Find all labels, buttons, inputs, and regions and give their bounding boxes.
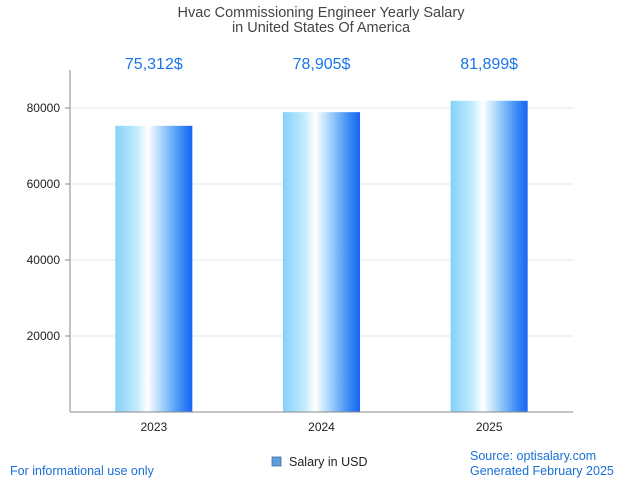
footer-source: Source: optisalary.com: [470, 449, 596, 463]
y-tick-label: 40000: [27, 253, 61, 267]
bar: [115, 125, 193, 413]
y-tick-label: 60000: [27, 177, 61, 191]
footer-note: For informational use only: [10, 464, 155, 478]
bar: [450, 100, 528, 412]
data-label: 75,312$: [125, 56, 183, 73]
data-label: 78,905$: [293, 56, 351, 73]
legend: Salary in USD: [271, 455, 368, 469]
y-tick-label: 20000: [27, 329, 61, 343]
data-label: 81,899$: [460, 56, 518, 73]
x-tick-label: 2023: [140, 420, 167, 434]
footer-generated: Generated February 2025: [470, 464, 614, 478]
chart-title: Hvac Commissioning Engineer Yearly Salar…: [178, 5, 466, 21]
x-tick-label: 2025: [476, 420, 503, 434]
legend-label: Salary in USD: [289, 455, 368, 469]
bar: [283, 112, 360, 412]
x-tick-label: 2024: [308, 420, 335, 434]
y-tick-label: 80000: [27, 101, 61, 115]
legend-swatch: [271, 456, 282, 467]
chart-subtitle: in United States Of America: [232, 20, 411, 36]
